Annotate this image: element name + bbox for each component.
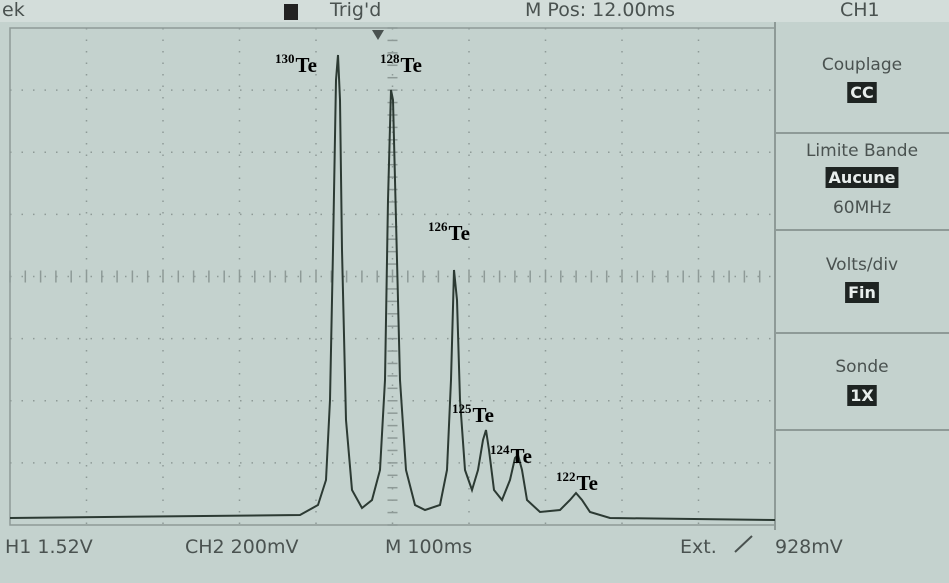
peak-mass: 124 [490, 442, 510, 457]
peak-mass: 128 [380, 51, 400, 66]
footer-text: CH2 200mV [185, 536, 298, 558]
header-bar [0, 0, 949, 22]
peak-mass: 130 [275, 51, 295, 66]
menu-selected: 1X [850, 386, 874, 405]
header-text: M Pos: 12.00ms [525, 0, 675, 21]
menu-selected: CC [850, 83, 873, 102]
menu-title: Couplage [822, 55, 902, 75]
signal-trace [9, 54, 776, 521]
trigger-slope-icon [734, 535, 753, 553]
menu-title: Limite Bande [806, 141, 918, 161]
peak-element: Te [577, 471, 598, 495]
header-text: CH1 [840, 0, 880, 21]
selected-background [847, 385, 877, 406]
footer-text: H1 1.52V [5, 536, 93, 558]
peak-element: Te [511, 444, 532, 468]
footer-text: M 100ms [385, 536, 472, 558]
peak-mass: 122 [556, 469, 576, 484]
menu-selected: Aucune [829, 168, 896, 187]
peak-element: Te [296, 53, 317, 77]
trigger-marker [372, 30, 384, 40]
peak-element: Te [449, 221, 470, 245]
trigger-icon [284, 4, 298, 20]
menu-title: Volts/div [826, 255, 898, 275]
selected-background [845, 282, 879, 303]
menu-option: 60MHz [833, 198, 891, 218]
selected-background [847, 82, 877, 103]
menu-selected: Fin [848, 283, 876, 302]
footer-text: 928mV [775, 536, 843, 558]
footer-text: Ext. [680, 536, 717, 558]
header-text: ek [2, 0, 25, 21]
menu-title: Sonde [835, 357, 888, 377]
peak-element: Te [473, 403, 494, 427]
header-text: Trig'd [329, 0, 381, 21]
selected-background [825, 167, 899, 188]
peak-mass: 126 [428, 219, 448, 234]
peak-element: Te [401, 53, 422, 77]
graticule [9, 27, 776, 526]
side-menu: Couplage CC Limite Bande Aucune 60MHz Volts/d… [776, 55, 949, 431]
peak-mass: 125 [452, 401, 472, 416]
